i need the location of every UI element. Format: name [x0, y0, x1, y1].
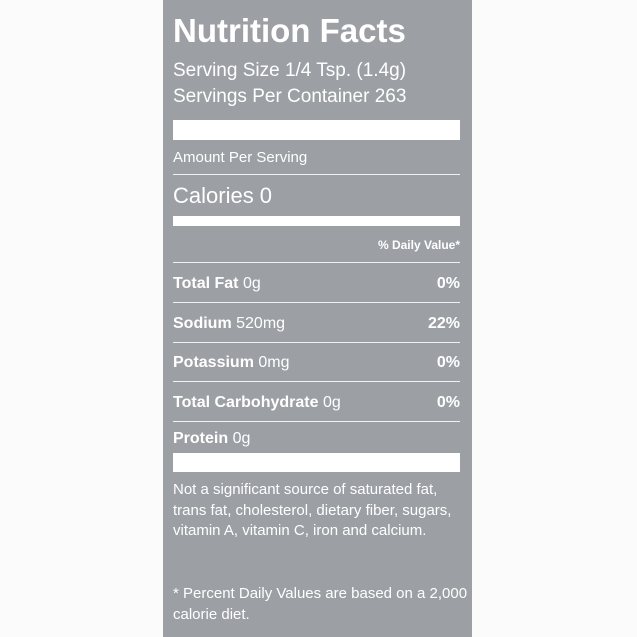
daily-value-header: % Daily Value*: [377, 238, 460, 252]
divider-bar: [173, 453, 460, 472]
rule: [173, 302, 460, 303]
title: Nutrition Facts: [173, 12, 406, 49]
nutrient-amount: 520mg: [236, 315, 286, 332]
note: Not a significant source of saturated fa…: [173, 481, 452, 539]
nutrient-row: Potassium 0mg 0%: [173, 353, 460, 373]
nutrient-amount: 0g: [242, 275, 261, 292]
nutrient-percent: 0%: [436, 354, 460, 371]
serving-size: Serving Size 1/4 Tsp. (1.4g): [173, 60, 407, 81]
rule: [173, 381, 460, 382]
nutrient-amount: 0mg: [258, 354, 290, 371]
nutrient-name: Sodium: [173, 315, 232, 332]
nutrient-row: Total Fat 0g 0%: [173, 274, 460, 294]
nutrient-amount: 0g: [322, 394, 341, 411]
nutrient-name: Total Carbohydrate: [173, 394, 319, 411]
nutrient-row: Protein 0g: [173, 429, 460, 449]
nutrient-percent: 22%: [427, 315, 460, 332]
nutrient-amount: 0g: [232, 430, 251, 447]
rule: [173, 342, 460, 343]
nutrient-percent: 0%: [436, 275, 460, 292]
nutrient-name: Potassium: [173, 354, 254, 371]
footnote: * Percent Daily Values are based on a 2,…: [173, 585, 468, 623]
divider-bar: [173, 216, 460, 226]
servings-per-container: Servings Per Container 263: [173, 86, 407, 107]
rule: [173, 421, 460, 422]
nutrition-label: Nutrition Facts Serving Size 1/4 Tsp. (1…: [163, 0, 472, 637]
nutrient-name: Total Fat: [173, 275, 239, 292]
nutrient-row: Total Carbohydrate 0g 0%: [173, 393, 460, 413]
rule: [173, 174, 460, 175]
nutrient-name: Protein: [173, 430, 229, 447]
nutrient-percent: 0%: [436, 394, 460, 411]
calories: Calories 0: [173, 183, 273, 208]
nutrient-row: Sodium 520mg 22%: [173, 314, 460, 334]
rule: [173, 262, 460, 263]
amount-per-serving: Amount Per Serving: [173, 149, 308, 166]
divider-bar: [173, 120, 460, 140]
